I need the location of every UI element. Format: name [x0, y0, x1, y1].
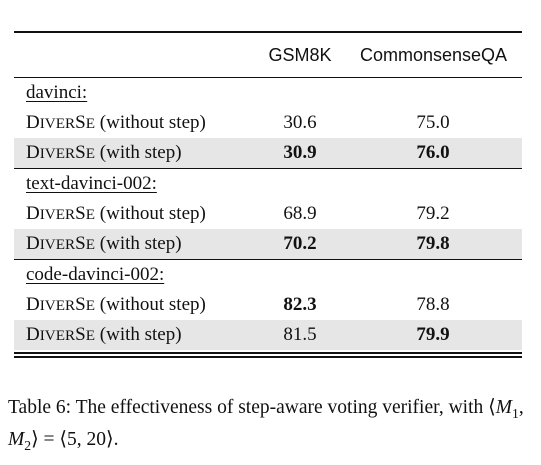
method-name-cell: DIVERSE (with step)	[26, 138, 182, 169]
method-letter: S	[75, 324, 86, 345]
table-caption: Table 6: The effectiveness of step-aware…	[8, 397, 524, 453]
method-letter: S	[75, 112, 86, 133]
group-header-row: code-davinci-002:	[14, 260, 522, 290]
header-gsm8k: GSM8K	[268, 45, 332, 65]
method-suffix: (with step)	[99, 233, 182, 254]
method-smallcaps: IVER	[39, 236, 76, 253]
table-row: DIVERSE (with step) 30.9 76.0	[14, 138, 522, 168]
gsm8k-cell: 81.5	[283, 324, 317, 345]
method-suffix: (without step)	[99, 294, 206, 315]
gsm8k-cell: 82.3	[283, 294, 317, 315]
method-letter: D	[26, 112, 40, 133]
method-letter: D	[26, 294, 40, 315]
header-commonsenseqa: CommonsenseQA	[360, 45, 508, 65]
commonsenseqa-cell: 79.9	[416, 324, 450, 345]
table-row: DIVERSE (without step) 82.3 78.8	[14, 290, 522, 320]
table-row: DIVERSE (with step) 81.5 79.9	[14, 320, 522, 350]
table-row: DIVERSE (with step) 70.2 79.8	[14, 229, 522, 259]
method-smallcaps: IVER	[39, 145, 76, 162]
method-name-cell: DIVERSE (without step)	[26, 108, 206, 139]
method-letter: D	[26, 142, 40, 163]
method-smallcaps: E	[85, 236, 96, 253]
method-name-cell: DIVERSE (without step)	[26, 199, 206, 230]
method-smallcaps: E	[85, 327, 96, 344]
method-suffix: (without step)	[99, 112, 206, 133]
bottom-rule-second	[14, 356, 522, 358]
table-row: DIVERSE (without step) 68.9 79.2	[14, 199, 522, 229]
method-smallcaps: E	[85, 206, 96, 223]
method-letter: D	[26, 203, 40, 224]
method-smallcaps: E	[85, 297, 96, 314]
method-letter: S	[75, 233, 86, 254]
method-name-cell: DIVERSE (with step)	[26, 229, 182, 260]
table-row: DIVERSE (without step) 30.6 75.0	[14, 108, 522, 138]
method-smallcaps: IVER	[39, 297, 76, 314]
method-smallcaps: IVER	[39, 206, 76, 223]
method-smallcaps: E	[85, 115, 96, 132]
group-label: davinci:	[26, 82, 88, 103]
gsm8k-cell: 68.9	[283, 203, 317, 224]
table-header-row: GSM8K CommonsenseQA	[14, 33, 522, 77]
method-smallcaps: IVER	[39, 115, 76, 132]
top-rule	[14, 31, 522, 33]
caption-math: ⟨M1, M2⟩ = ⟨5, 20⟩	[8, 397, 524, 453]
method-suffix: (with step)	[99, 142, 182, 163]
bottom-rule	[14, 352, 522, 354]
gsm8k-cell: 70.2	[283, 233, 317, 254]
commonsenseqa-cell: 79.2	[416, 203, 450, 224]
method-letter: S	[75, 142, 86, 163]
method-smallcaps: IVER	[39, 327, 76, 344]
group-rule	[14, 168, 522, 169]
group-label: code-davinci-002:	[26, 264, 165, 285]
method-smallcaps: E	[85, 145, 96, 162]
method-suffix: (without step)	[99, 203, 206, 224]
group-label: text-davinci-002:	[26, 173, 157, 194]
commonsenseqa-cell: 76.0	[416, 142, 450, 163]
table-body: davinci: DIVERSE (without step) 30.6 75.0 DI…	[14, 78, 522, 350]
header-rule	[14, 77, 522, 78]
commonsenseqa-cell: 79.8	[416, 233, 450, 254]
method-letter: D	[26, 324, 40, 345]
method-name-cell: DIVERSE (without step)	[26, 290, 206, 321]
caption-text: Table 6: The effectiveness of step-aware…	[8, 397, 484, 418]
method-letter: S	[75, 294, 86, 315]
group-header-row: davinci:	[14, 78, 522, 108]
method-suffix: (with step)	[99, 324, 182, 345]
results-table: GSM8K CommonsenseQA davinci: DIVERSE (wit…	[14, 31, 522, 358]
method-letter: D	[26, 233, 40, 254]
group-header-row: text-davinci-002:	[14, 169, 522, 199]
gsm8k-cell: 30.9	[283, 142, 317, 163]
method-letter: S	[75, 203, 86, 224]
method-name-cell: DIVERSE (with step)	[26, 320, 182, 351]
commonsenseqa-cell: 78.8	[416, 294, 450, 315]
commonsenseqa-cell: 75.0	[416, 112, 450, 133]
group-rule	[14, 259, 522, 260]
gsm8k-cell: 30.6	[283, 112, 317, 133]
